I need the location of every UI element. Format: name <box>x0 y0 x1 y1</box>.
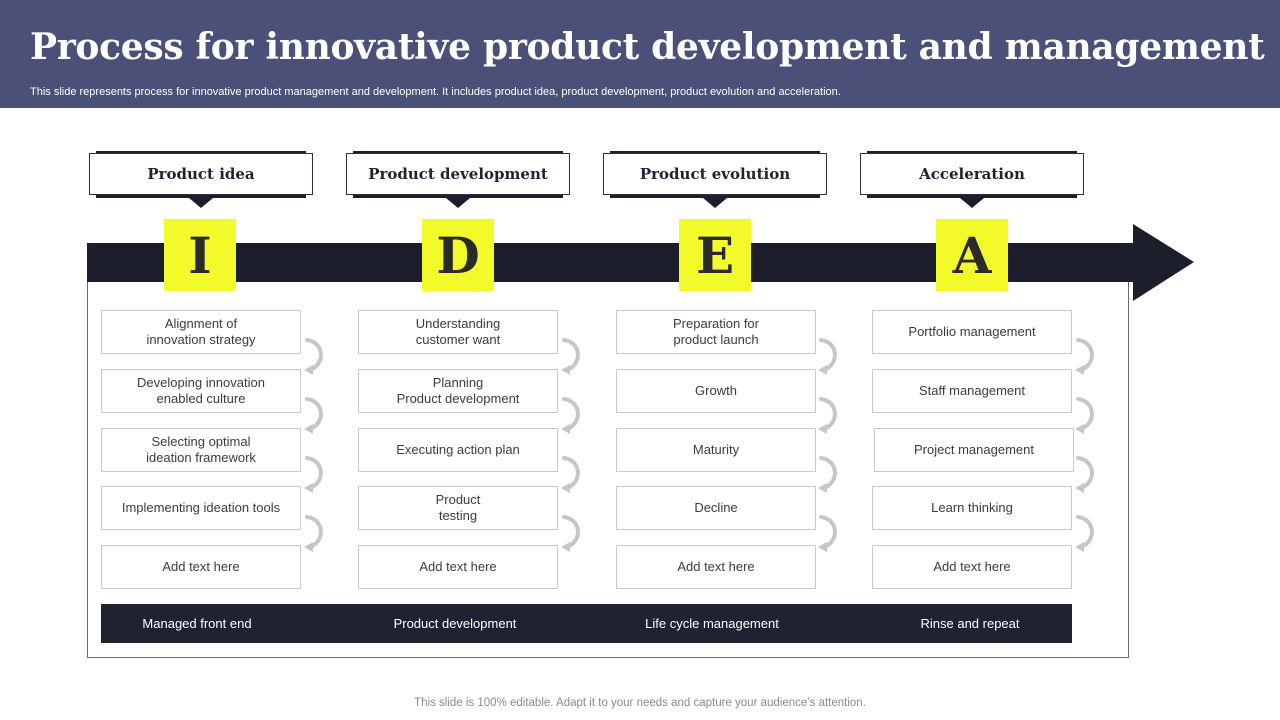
stage-header-product-development: Product development <box>346 151 570 198</box>
stage-pointer <box>446 198 470 208</box>
step-box: Staff management <box>872 369 1072 413</box>
stage-pointer <box>960 198 984 208</box>
step-box: Product testing <box>358 486 558 530</box>
stage-letter-a: A <box>936 219 1008 291</box>
curved-arrow-icon <box>304 456 323 494</box>
step-box: Maturity <box>616 428 816 472</box>
curved-arrow-icon <box>304 397 323 435</box>
curved-arrow-icon <box>1075 515 1094 553</box>
summary-label-product-development: Product development <box>393 616 517 631</box>
step-box: Learn thinking <box>872 486 1072 530</box>
summary-label-managed-front-end: Managed front end <box>142 616 252 631</box>
curved-arrow-icon <box>1075 338 1094 376</box>
stage-header-acceleration: Acceleration <box>860 151 1084 198</box>
step-box: Executing action plan <box>358 428 558 472</box>
step-box: Project management <box>874 428 1074 472</box>
step-box: Add text here <box>872 545 1072 589</box>
curved-arrow-icon <box>818 338 837 376</box>
curved-arrow-icon <box>818 397 837 435</box>
curved-arrow-icon <box>561 338 580 376</box>
process-arrow-shape <box>87 224 1194 301</box>
curved-arrow-icon <box>561 515 580 553</box>
step-box: Developing innovation enabled culture <box>101 369 301 413</box>
step-box: Understanding customer want <box>358 310 558 354</box>
slide-header: Process for innovative product developme… <box>0 0 1280 108</box>
step-box: Add text here <box>358 545 558 589</box>
step-box: Portfolio management <box>872 310 1072 354</box>
stage-letter-d: D <box>422 219 494 291</box>
curved-arrow-icon <box>818 515 837 553</box>
stage-letter-i: I <box>164 219 236 291</box>
stage-pointer <box>189 198 213 208</box>
stage-header-product-idea: Product idea <box>89 151 313 198</box>
step-box: Growth <box>616 369 816 413</box>
curved-arrow-icon <box>561 397 580 435</box>
curved-arrow-icon <box>1075 456 1094 494</box>
curved-arrow-icon <box>1075 397 1094 435</box>
step-box: Implementing ideation tools <box>101 486 301 530</box>
step-box: Selecting optimal ideation framework <box>101 428 301 472</box>
step-box: Alignment of innovation strategy <box>101 310 301 354</box>
step-box: Decline <box>616 486 816 530</box>
slide-subtitle: This slide represents process for innova… <box>30 86 841 98</box>
stage-pointer <box>703 198 727 208</box>
stage-header-product-evolution: Product evolution <box>603 151 827 198</box>
curved-arrow-icon <box>304 515 323 553</box>
step-box: Preparation for product launch <box>616 310 816 354</box>
summary-label-life-cycle-management: Life cycle management <box>645 616 779 631</box>
step-box: Add text here <box>101 545 301 589</box>
summary-bar: Managed front end Product development Li… <box>101 604 1072 643</box>
summary-label-rinse-and-repeat: Rinse and repeat <box>920 616 1020 631</box>
slide-footer-note: This slide is 100% editable. Adapt it to… <box>414 697 866 709</box>
curved-arrow-icon <box>818 456 837 494</box>
stage-letter-e: E <box>679 219 751 291</box>
step-box: Add text here <box>616 545 816 589</box>
curved-arrow-icon <box>304 338 323 376</box>
step-box: Planning Product development <box>358 369 558 413</box>
slide-title: Process for innovative product developme… <box>30 26 1265 68</box>
curved-arrow-icon <box>561 456 580 494</box>
